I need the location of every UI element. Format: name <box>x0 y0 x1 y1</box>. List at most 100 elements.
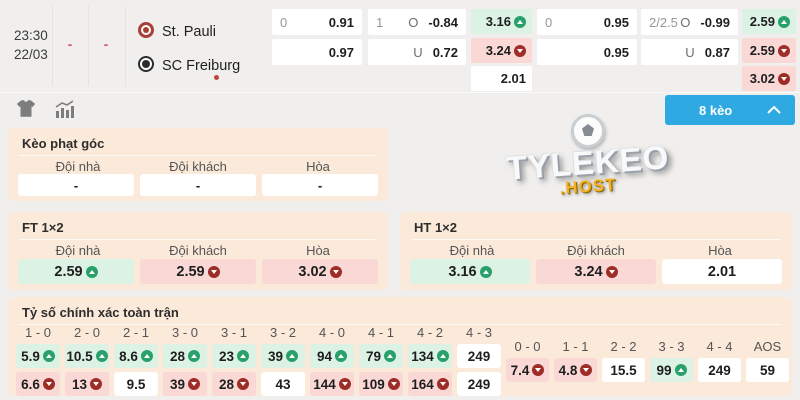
ft-draw-odds[interactable]: 3.02 <box>262 259 378 284</box>
odds-value: 0.95 <box>603 14 629 30</box>
odds-value: -0.84 <box>428 14 458 30</box>
trend-down-icon <box>90 378 103 390</box>
score-odds-cell[interactable]: 23 <box>212 344 256 368</box>
ht-away-odds[interactable]: 3.24 <box>536 259 656 284</box>
score-grid-main: 1 - 0 5.9 6.6 2 - 0 10.5 13 2 - 1 8.6 9.… <box>16 325 501 400</box>
soccer-ball-icon <box>571 114 605 148</box>
x12-1-away-odds[interactable]: 3.24 <box>471 38 532 63</box>
away-team-name[interactable]: SC Freiburg <box>162 58 241 74</box>
score-odds-cell[interactable]: 109 <box>359 372 403 396</box>
score-odds-cell[interactable]: 79 <box>359 344 403 368</box>
score-odds-cell[interactable]: 10.5 <box>65 344 109 368</box>
trend-down-icon <box>338 378 351 390</box>
panel-title: Tỷ số chính xác toàn trận <box>22 305 179 320</box>
divider <box>125 6 126 86</box>
handicap1-home-odds[interactable]: 0 0.91 <box>272 9 362 35</box>
trend-up-icon <box>42 350 55 362</box>
kickoff-date: 22/03 <box>14 47 48 62</box>
trend-up-icon <box>335 350 348 362</box>
handicap2-away-odds[interactable]: 0.95 <box>537 39 637 65</box>
score-odds-cell[interactable]: 39 <box>163 372 207 396</box>
score-label: 4 - 1 <box>367 325 394 340</box>
score-odds-cell[interactable]: 28 <box>163 344 207 368</box>
score-odds-cell[interactable]: 94 <box>310 344 354 368</box>
score-odds-cell[interactable]: 249 <box>698 358 741 382</box>
score-odds-cell[interactable]: 6.6 <box>16 372 60 396</box>
odds-value: 0.95 <box>603 44 629 60</box>
overunder1-over-odds[interactable]: 1 O -0.84 <box>368 9 466 35</box>
watermark-suffix: .HOST <box>558 175 618 198</box>
home-team-name[interactable]: St. Pauli <box>162 24 216 40</box>
panel-title: FT 1×2 <box>22 220 64 235</box>
score-column: 3 - 3 99 <box>650 339 693 386</box>
odds-value: 3.24 <box>485 43 511 58</box>
trend-up-icon <box>140 350 153 362</box>
score-label: 4 - 3 <box>465 325 492 340</box>
x12-2-home-odds[interactable]: 2.59 <box>742 9 796 34</box>
ht-1x2-panel: HT 1×2 Đội nhà Đội khách Hòa 3.16 3.24 2… <box>400 212 792 290</box>
x12-1-home-odds[interactable]: 3.16 <box>471 9 532 34</box>
ht-draw-odds[interactable]: 2.01 <box>662 259 782 284</box>
score-odds-cell[interactable]: 8.6 <box>114 344 158 368</box>
score-odds-cell[interactable]: 249 <box>457 344 501 368</box>
ht-home-odds[interactable]: 3.16 <box>410 259 530 284</box>
divider <box>20 239 376 240</box>
score-odds-cell[interactable]: 43 <box>261 372 305 396</box>
score-odds-cell[interactable]: 5.9 <box>16 344 60 368</box>
stats-icon[interactable] <box>53 99 79 121</box>
header-draw: Hòa <box>306 159 330 174</box>
overunder2-under-odds[interactable]: U 0.87 <box>641 39 738 65</box>
x12-2-away-odds[interactable]: 2.59 <box>742 38 796 63</box>
score-odds-cell[interactable]: 7.4 <box>506 358 549 382</box>
score-odds-cell[interactable]: 134 <box>408 344 452 368</box>
score-label: 3 - 2 <box>269 325 296 340</box>
score-column: 1 - 1 4.8 <box>554 339 597 386</box>
divider <box>20 155 376 156</box>
handicap1-away-odds[interactable]: 0.97 <box>272 39 362 65</box>
score-odds-cell[interactable]: 28 <box>212 372 256 396</box>
score-odds-cell[interactable]: 99 <box>650 358 693 382</box>
handicap2-home-odds[interactable]: 0 0.95 <box>537 9 637 35</box>
score-label: 2 - 0 <box>73 325 100 340</box>
score-odds-cell[interactable]: 39 <box>261 344 305 368</box>
panel-title: Kèo phạt góc <box>22 136 105 151</box>
overunder1-under-odds[interactable]: U 0.72 <box>368 39 466 65</box>
divider <box>88 6 89 86</box>
bets-count-label: 8 kèo <box>699 102 733 118</box>
chevron-up-icon <box>767 106 781 114</box>
score-label: AOS <box>753 339 782 354</box>
handicap-line: 0 <box>545 14 553 30</box>
corner-home-odds[interactable]: - <box>18 174 134 196</box>
trend-down-icon <box>329 265 342 278</box>
score-odds-cell[interactable]: 164 <box>408 372 452 396</box>
score-odds-cell[interactable]: 9.5 <box>114 372 158 396</box>
x12-2-draw-odds[interactable]: 3.02 <box>742 66 796 91</box>
bets-count-button[interactable]: 8 kèo <box>665 95 795 125</box>
score-odds-cell[interactable]: 249 <box>457 372 501 396</box>
score-odds-cell[interactable]: 4.8 <box>554 358 597 382</box>
score-odds-cell[interactable]: 144 <box>310 372 354 396</box>
divider <box>52 6 53 86</box>
ft-home-odds[interactable]: 2.59 <box>18 259 134 284</box>
trend-up-icon <box>479 265 492 278</box>
corner-away-odds[interactable]: - <box>140 174 256 196</box>
header-away: Đội khách <box>169 159 227 174</box>
odds-value: 2.01 <box>500 71 526 86</box>
trend-down-icon <box>237 378 250 390</box>
watermark-logo: TYLEKEO .HOST <box>468 114 708 216</box>
score-column: 2 - 1 8.6 9.5 <box>114 325 158 400</box>
score-column: 4 - 1 79 109 <box>359 325 403 400</box>
x12-1-draw-odds[interactable]: 2.01 <box>471 66 532 91</box>
overunder2-over-odds[interactable]: 2/2.5 O -0.99 <box>641 9 738 35</box>
score-odds-cell[interactable]: 59 <box>746 358 789 382</box>
jersey-icon[interactable] <box>15 99 41 121</box>
trend-up-icon <box>674 364 687 376</box>
score-odds-cell[interactable]: 15.5 <box>602 358 645 382</box>
corner-draw-odds[interactable]: - <box>262 174 378 196</box>
trend-up-icon <box>384 350 397 362</box>
trend-down-icon <box>580 364 593 376</box>
ft-away-odds[interactable]: 2.59 <box>140 259 256 284</box>
score-odds-cell[interactable]: 13 <box>65 372 109 396</box>
odds-value: 3.16 <box>485 14 511 29</box>
score-away: - <box>103 36 109 52</box>
